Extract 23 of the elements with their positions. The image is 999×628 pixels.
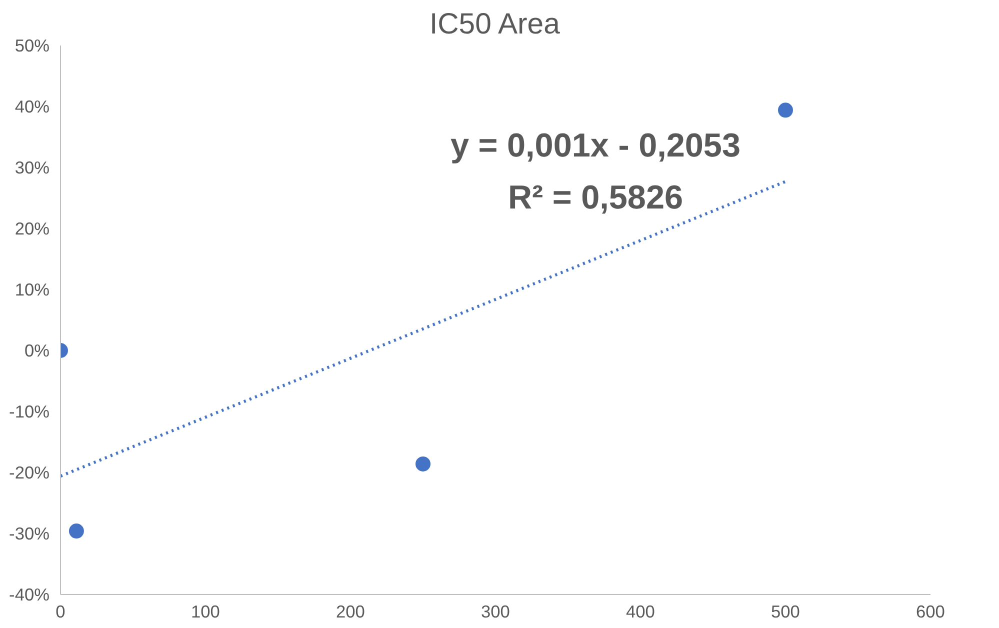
y-tick-label: -40% [9,584,50,604]
point [68,524,84,539]
y-tick-label: 30% [14,158,50,178]
annotation: y = 0,001x - 0,2053 [450,128,741,164]
y-tick-label: -30% [9,524,50,544]
x-tick-label: 200 [336,602,365,622]
point [778,102,793,118]
chart-title: IC50 Area [429,8,561,40]
y-tick-label: 0% [24,340,50,360]
y-tick-label: 50% [14,36,50,56]
x-tick-label: 500 [771,602,800,622]
y-tick-label: 40% [14,96,50,116]
y-tick-label: 10% [14,280,50,300]
x-tick-label: 600 [916,602,945,622]
x-tick-label: 300 [481,602,510,622]
y-tick-label: -10% [9,402,50,422]
annotation: R² = 0,5826 [508,180,684,216]
x-tick-label: 100 [191,602,220,622]
y-tick-label: -20% [9,462,50,482]
x-tick-label: 400 [626,602,655,622]
x-tick-label: 0 [56,602,66,622]
point [416,456,430,472]
y-tick-label: 20% [14,218,50,238]
